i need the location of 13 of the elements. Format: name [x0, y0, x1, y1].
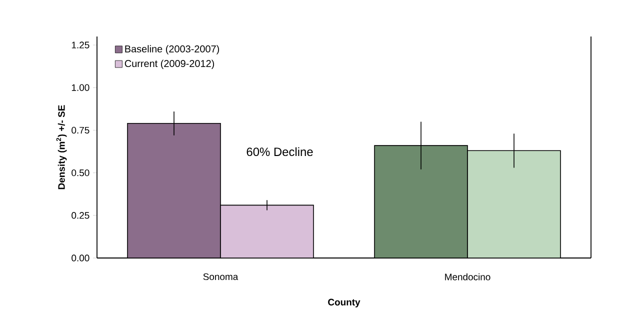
- x-tick-label: Sonoma: [203, 273, 238, 280]
- legend-label: Baseline (2003-2007): [125, 45, 220, 54]
- y-tick-label: 1.25: [72, 42, 90, 48]
- y-tick-label: 0.50: [72, 169, 90, 176]
- y-tick-label: 0.00: [72, 254, 90, 262]
- x-tick-label: Mendocino: [445, 273, 490, 280]
- y-tick-label: 1.00: [72, 84, 90, 91]
- y-tick-label: 0.25: [72, 212, 90, 219]
- y-axis-title: Density (m$^{2}$) +/- SE: [56, 105, 67, 190]
- annotation: 60% Decline: [246, 147, 313, 156]
- x-axis-title: County: [328, 298, 360, 308]
- legend-label: Current (2009-2012): [124, 60, 214, 70]
- y-tick-label: 0.75: [72, 126, 90, 134]
